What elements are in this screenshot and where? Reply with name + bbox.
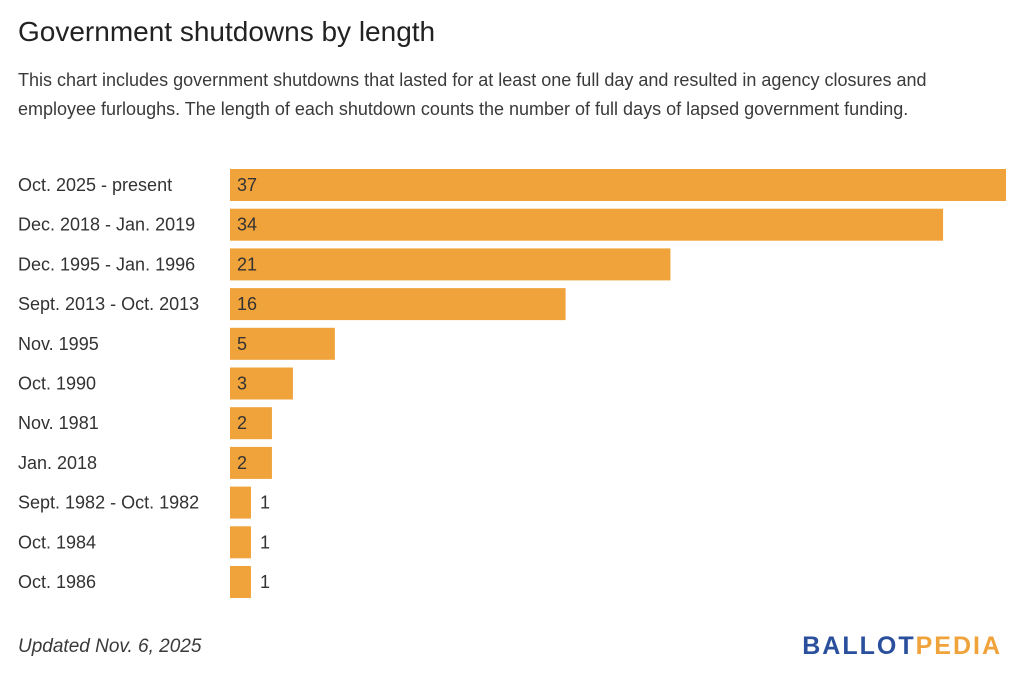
- chart-title: Government shutdowns by length: [18, 16, 436, 47]
- category-label: Nov. 1995: [18, 334, 99, 354]
- value-label: 3: [237, 374, 247, 394]
- bar: [230, 367, 293, 400]
- value-label: 1: [260, 493, 270, 513]
- category-label: Dec. 1995 - Jan. 1996: [18, 254, 195, 274]
- bar: [230, 486, 251, 519]
- value-label: 5: [237, 334, 247, 354]
- value-label: 1: [260, 532, 270, 552]
- category-label: Oct. 2025 - present: [18, 175, 172, 195]
- bar: [230, 446, 272, 479]
- value-label: 2: [237, 413, 247, 433]
- category-label: Oct. 1986: [18, 572, 96, 592]
- value-label: 1: [260, 572, 270, 592]
- bar: [230, 327, 335, 360]
- logo-text-ballot: BALLOT: [802, 632, 916, 660]
- logo-text-pedia: PEDIA: [915, 632, 1002, 660]
- chart-subtitle: This chart includes government shutdowns…: [18, 70, 927, 119]
- bar: [230, 169, 1006, 201]
- bar: [230, 288, 566, 321]
- updated-date: Updated Nov. 6, 2025: [18, 636, 202, 657]
- category-label: Oct. 1984: [18, 532, 96, 552]
- bar: [230, 526, 251, 559]
- value-label: 37: [237, 175, 257, 195]
- category-label: Jan. 2018: [18, 453, 97, 473]
- bar: [230, 407, 272, 440]
- value-label: 21: [237, 254, 257, 274]
- ballotpedia-logo[interactable]: BALLOTPEDIA: [802, 632, 1002, 661]
- category-label: Sept. 2013 - Oct. 2013: [18, 294, 199, 314]
- value-label: 16: [237, 294, 257, 314]
- value-label: 34: [237, 215, 257, 235]
- category-label: Oct. 1990: [18, 374, 96, 394]
- value-label: 2: [237, 453, 247, 473]
- category-label: Dec. 2018 - Jan. 2019: [18, 215, 195, 235]
- bar: [230, 248, 671, 281]
- bar: [230, 208, 944, 241]
- category-label: Nov. 1981: [18, 413, 99, 433]
- bar: [230, 566, 251, 598]
- category-label: Sept. 1982 - Oct. 1982: [18, 493, 199, 513]
